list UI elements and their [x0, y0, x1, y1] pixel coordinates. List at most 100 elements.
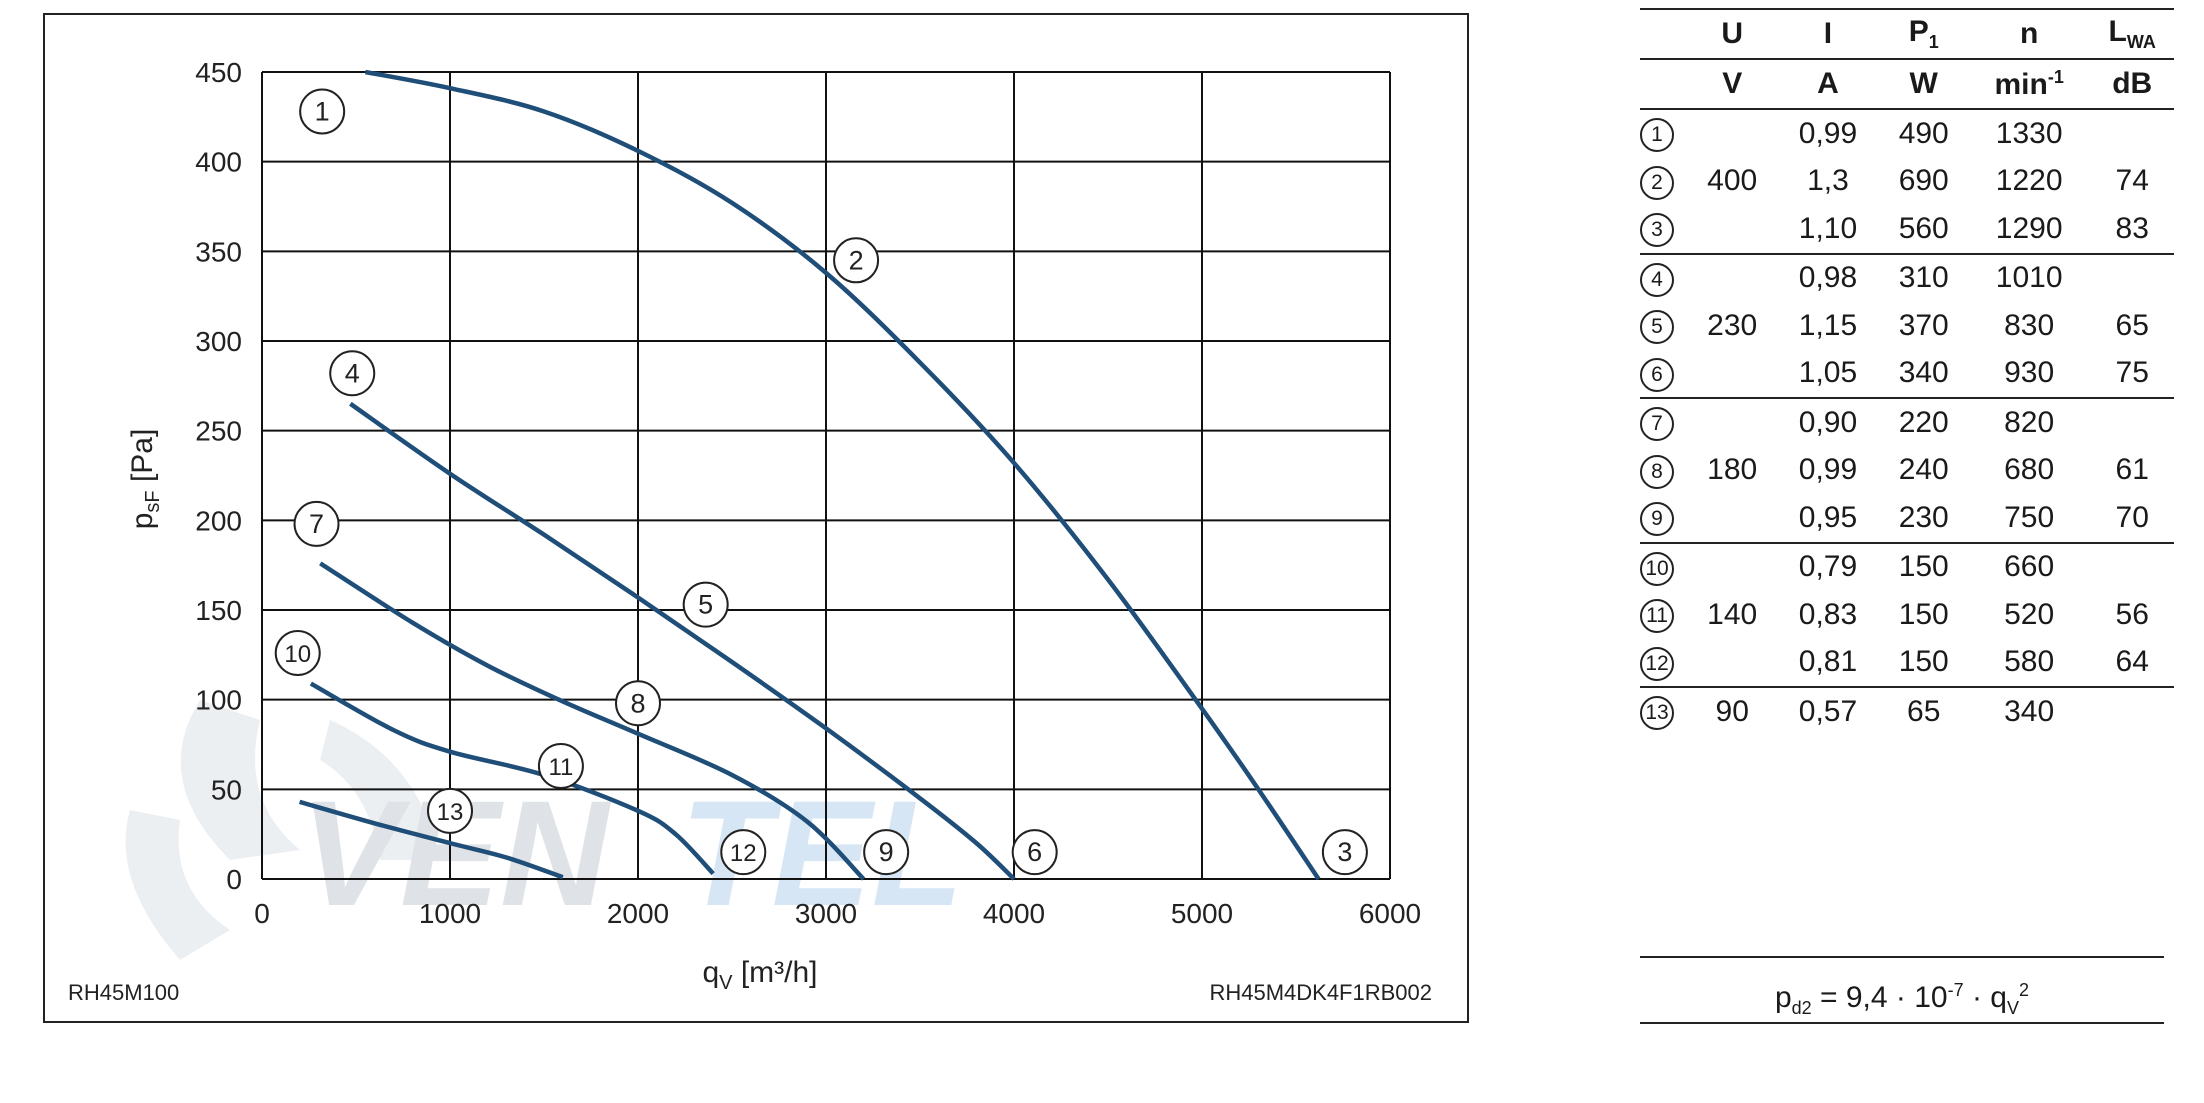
curve-marker-circle	[293, 500, 340, 547]
x-tick-label: 4000	[983, 898, 1045, 929]
curve-marker-label: 8	[630, 688, 645, 718]
cell-l: 70	[2115, 500, 2149, 534]
table-row: 9 0,95 230 750 70	[1640, 494, 2174, 543]
y-tick-label: 300	[195, 326, 242, 357]
table-row: 2 400 1,3 690 1220 74	[1640, 158, 2174, 206]
curve-marker-label: 3	[1337, 837, 1352, 867]
y-tick-label: 150	[195, 595, 242, 626]
curve-marker-circle	[537, 743, 584, 790]
cell-i: 0,98	[1776, 252, 1880, 302]
row-number-cell: 12	[1640, 639, 1688, 688]
chart-curves	[298, 69, 1321, 881]
row-number-circle: 5	[1640, 310, 1674, 345]
cell-l: 75	[2115, 356, 2149, 390]
y-tick-label: 450	[195, 57, 242, 88]
table-body: 1 0,99 490 1330 2 400 1,3 690 1220 74 3 1,10 560 1290…	[1640, 108, 2174, 736]
cell-l: 56	[2115, 597, 2149, 631]
table-header-units: V A W min-1 dB	[1640, 59, 2174, 110]
cell-i: 0,99	[1798, 453, 1858, 487]
footer-left: RH45M100	[68, 980, 179, 1005]
cell-l	[2090, 686, 2174, 736]
curve-marker-label: 11	[548, 754, 573, 781]
curve-marker-circle	[1011, 829, 1058, 876]
curve-marker-circle	[274, 630, 321, 677]
table-row: 11 140 0,83 150 520 56	[1640, 591, 2174, 639]
cell-n: 520	[2004, 597, 2055, 631]
cell-u	[1688, 350, 1776, 399]
curve-marker-circle	[833, 237, 880, 284]
curve-marker-label: 6	[1027, 837, 1042, 867]
header-p1: P1	[1879, 8, 1968, 60]
axis-label-symbol: p	[126, 513, 159, 530]
cell-u	[1688, 397, 1777, 447]
cell-n: 660	[1967, 541, 2091, 591]
cell-i: 1,10	[1798, 211, 1858, 245]
row-number-cell: 6	[1640, 350, 1688, 399]
fan-curve	[319, 561, 866, 881]
cell-n: 580	[2004, 645, 2055, 679]
cell-n: 820	[1967, 397, 2091, 447]
cell-n: 1290	[1995, 211, 2063, 245]
cell-u	[1688, 541, 1777, 591]
curve-marker-circle	[863, 829, 910, 876]
unit-rpm: min-1	[1967, 59, 2091, 110]
cell-p: 240	[1898, 453, 1949, 487]
unit-a: A	[1776, 59, 1880, 110]
x-tick-label: 2000	[607, 898, 669, 929]
curve-marker-label: 5	[698, 590, 713, 620]
cell-p: 690	[1898, 164, 1949, 198]
row-number-circle: 7	[1640, 407, 1674, 442]
cell-p: 220	[1879, 397, 1968, 447]
table-row: 12 0,81 150 580 64	[1640, 639, 2174, 688]
table-row: 8 180 0,99 240 680 61	[1640, 447, 2174, 495]
table-row: 1 0,99 490 1330	[1640, 108, 2174, 158]
row-number-circle: 8	[1640, 454, 1674, 489]
curve-marker-circle	[615, 680, 661, 727]
cell-u: 180	[1707, 453, 1758, 487]
x-axis-ticks: 0 1000 2000 3000 4000 5000 6000	[254, 898, 1421, 929]
x-tick-label: 6000	[1359, 898, 1421, 929]
watermark-blade	[125, 810, 230, 960]
table-row: 10 0,79 150 660	[1640, 541, 2174, 591]
cell-l	[2090, 108, 2174, 158]
row-number-cell: 11	[1640, 591, 1688, 639]
cell-i: 1,15	[1798, 308, 1858, 342]
cell-i: 0,83	[1798, 597, 1858, 631]
cell-u	[1688, 639, 1776, 688]
cell-n: 340	[1967, 686, 2091, 736]
cell-n: 750	[2004, 500, 2055, 534]
y-axis-label: psF [Pa]	[126, 429, 164, 530]
footer-right: RH45M4DK4F1RB002	[1209, 980, 1432, 1005]
cell-p: 340	[1898, 356, 1949, 390]
cell-u: 230	[1707, 308, 1758, 342]
cell-p: 310	[1879, 252, 1968, 302]
header-lwa: LWA	[2090, 8, 2174, 60]
cell-n: 680	[2004, 453, 2055, 487]
table-row: 4 0,98 310 1010	[1640, 252, 2174, 302]
y-tick-label: 350	[195, 236, 242, 267]
row-number-circle: 6	[1640, 357, 1674, 392]
row-number-circle: 2	[1640, 165, 1674, 200]
row-number-cell: 1	[1640, 108, 1688, 158]
cell-l: 64	[2115, 645, 2149, 679]
cell-l	[2090, 252, 2174, 302]
cell-u	[1688, 494, 1776, 543]
row-number-circle: 10	[1640, 551, 1674, 586]
dynamic-pressure-formula: pd2 = 9,4 · 10-7 · qV2	[1640, 956, 2164, 1024]
row-number-circle: 11	[1640, 599, 1674, 634]
row-number-circle: 12	[1640, 646, 1674, 681]
y-tick-label: 200	[195, 505, 242, 536]
cell-l: 74	[2115, 164, 2149, 198]
table-row: 3 1,10 560 1290 83	[1640, 205, 2174, 254]
y-tick-label: 50	[211, 774, 242, 805]
axis-label-subscript: sF	[142, 490, 164, 512]
curve-marker-circle	[1321, 829, 1368, 876]
cell-l: 61	[2115, 453, 2149, 487]
fan-curve	[298, 799, 564, 880]
cell-i: 0,99	[1776, 108, 1880, 158]
table-row: 6 1,05 340 930 75	[1640, 350, 2174, 399]
row-number-cell: 7	[1640, 397, 1688, 447]
curve-marker-label: 9	[879, 837, 894, 867]
y-tick-label: 400	[195, 147, 242, 178]
cell-p: 230	[1898, 500, 1949, 534]
